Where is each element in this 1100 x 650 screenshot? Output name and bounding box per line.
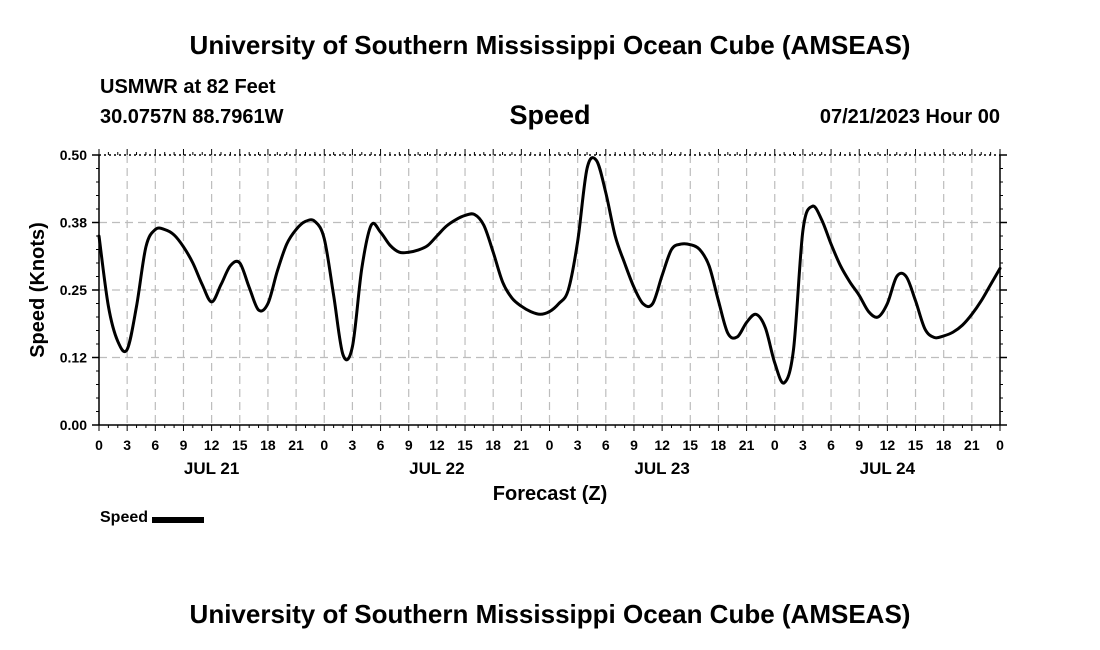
y-tick-label: 0.25 (60, 282, 87, 298)
x-tick-label: 21 (288, 437, 304, 453)
station-coordinates: 30.0757N 88.7961W (100, 106, 284, 128)
x-tick-label: 18 (260, 437, 276, 453)
x-tick-label: 9 (630, 437, 638, 453)
x-tick-label: 15 (682, 437, 698, 453)
label-layer: Forecast (Z) Speed (Knots) 0.00 0.12 0.25 0… (27, 147, 1004, 505)
x-tick-label: 21 (964, 437, 980, 453)
x-tick-label: 12 (880, 437, 896, 453)
x-tick-label: 0 (546, 437, 554, 453)
x-tick-label: 0 (996, 437, 1004, 453)
x-tick-label: 3 (123, 437, 131, 453)
x-tick-label: 21 (739, 437, 755, 453)
x-tick-label: 3 (799, 437, 807, 453)
x-tick-label: 12 (204, 437, 220, 453)
x-axis-label: Forecast (Z) (493, 483, 607, 505)
legend-label: Speed (100, 509, 149, 526)
x-tick-label: 9 (855, 437, 863, 453)
x-tick-label: 6 (151, 437, 159, 453)
y-tick-label: 0.38 (60, 215, 87, 231)
footer-title: University of Southern Mississippi Ocean… (189, 599, 911, 629)
x-tick-label: 12 (429, 437, 445, 453)
station-label: USMWR at 82 Feet (100, 76, 276, 98)
x-tick-label: 0 (320, 437, 328, 453)
x-tick-label: 3 (349, 437, 357, 453)
x-tick-label: 9 (180, 437, 188, 453)
day-label: JUL 22 (409, 459, 464, 478)
x-tick-label: 6 (377, 437, 385, 453)
page-title: University of Southern Mississippi Ocean… (189, 30, 911, 60)
x-tick-label: 6 (602, 437, 610, 453)
legend: Speed (100, 509, 205, 527)
x-tick-label: 3 (574, 437, 582, 453)
x-tick-label: 18 (936, 437, 952, 453)
x-tick-label: 9 (405, 437, 413, 453)
x-tick-label: 15 (908, 437, 924, 453)
y-tick-label: 0.00 (60, 417, 87, 433)
day-label: JUL 24 (860, 459, 916, 478)
axes-layer (92, 149, 1007, 431)
chart-title: Speed (509, 100, 591, 130)
y-tick-label: 0.50 (60, 147, 87, 163)
x-tick-label: 18 (711, 437, 727, 453)
forecast-time: 07/21/2023 Hour 00 (819, 106, 1000, 128)
legend-line-swatch (152, 516, 205, 523)
y-axis-label: Speed (Knots) (27, 222, 49, 358)
speed-series-line (97, 156, 1002, 385)
x-tick-label: 21 (514, 437, 530, 453)
grid-layer (99, 155, 1000, 425)
x-tick-label: 0 (95, 437, 103, 453)
day-label: JUL 21 (184, 459, 239, 478)
x-tick-label: 15 (457, 437, 473, 453)
x-tick-label: 0 (771, 437, 779, 453)
x-tick-label: 12 (654, 437, 670, 453)
x-tick-label: 15 (232, 437, 248, 453)
x-tick-label: 6 (827, 437, 835, 453)
series-layer (97, 156, 1002, 385)
y-tick-label: 0.12 (60, 350, 87, 366)
day-label: JUL 23 (634, 459, 689, 478)
x-tick-label: 18 (485, 437, 501, 453)
